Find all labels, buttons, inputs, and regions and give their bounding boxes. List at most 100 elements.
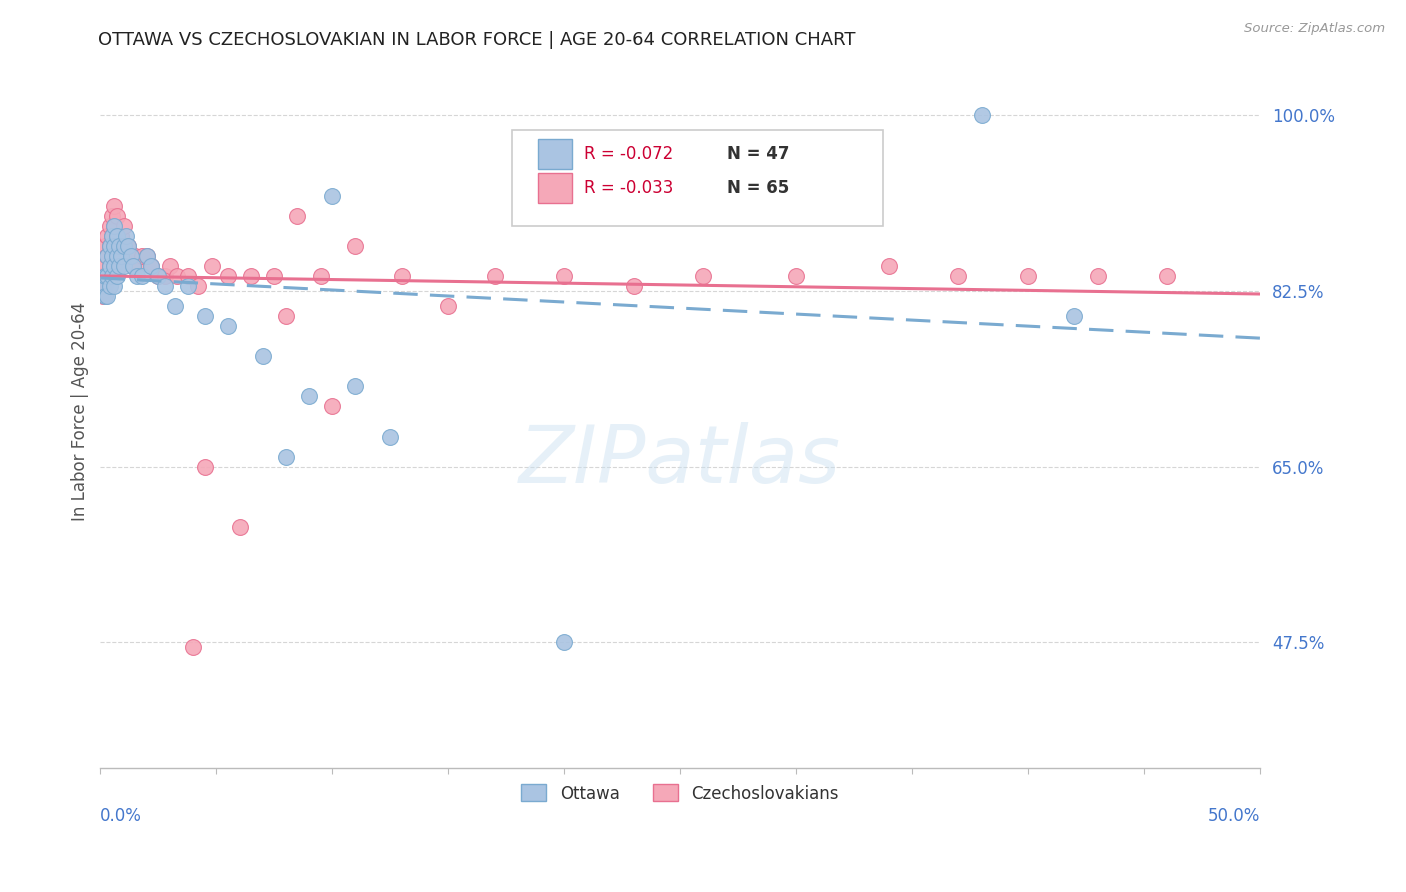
Point (263, 268, 285, 283)
Point (217, 268, 239, 283)
Point (103, 239, 125, 253)
Text: N = 47: N = 47 (727, 145, 789, 163)
Point (108, 239, 131, 253)
Point (117, 239, 139, 253)
Point (101, 228, 124, 243)
Point (148, 268, 170, 283)
Point (108, 259, 131, 273)
Point (96, 249, 118, 263)
Point (163, 299, 186, 313)
Point (96, 268, 118, 283)
Point (94, 268, 117, 283)
Point (155, 279, 177, 293)
Point (98, 259, 121, 273)
Point (91, 268, 114, 283)
FancyBboxPatch shape (537, 139, 572, 169)
Point (98, 219, 121, 233)
Text: N = 65: N = 65 (727, 178, 789, 196)
Point (120, 249, 142, 263)
Point (321, 400, 343, 414)
Point (380, 429, 402, 443)
Point (103, 199, 125, 213)
Point (298, 389, 321, 403)
Point (309, 268, 332, 283)
Point (115, 249, 138, 263)
Legend: Ottawa, Czechoslovakians: Ottawa, Czechoslovakians (515, 778, 845, 809)
Point (112, 239, 135, 253)
Point (287, 209, 309, 223)
Point (1063, 309, 1085, 323)
Point (177, 279, 200, 293)
Point (112, 239, 135, 253)
Point (120, 249, 142, 263)
Point (692, 268, 714, 283)
Point (437, 299, 460, 313)
Point (105, 228, 128, 243)
Point (948, 268, 970, 283)
Point (166, 268, 188, 283)
Text: R = -0.033: R = -0.033 (583, 178, 673, 196)
Point (1087, 268, 1109, 283)
Point (96, 228, 118, 243)
Point (131, 249, 153, 263)
Point (391, 268, 413, 283)
Point (194, 459, 217, 474)
Point (98, 239, 121, 253)
Point (1156, 268, 1178, 283)
Point (94, 289, 117, 303)
Y-axis label: In Labor Force | Age 20-64: In Labor Force | Age 20-64 (72, 301, 89, 521)
Point (553, 635, 575, 649)
Point (217, 319, 239, 334)
Point (135, 249, 157, 263)
Point (135, 249, 157, 263)
Point (274, 450, 297, 464)
Point (553, 268, 575, 283)
Point (344, 379, 367, 393)
Text: OTTAWA VS CZECHOSLOVAKIAN IN LABOR FORCE | AGE 20-64 CORRELATION CHART: OTTAWA VS CZECHOSLOVAKIAN IN LABOR FORCE… (98, 31, 856, 49)
Point (141, 259, 163, 273)
Point (177, 268, 200, 283)
Point (877, 259, 900, 273)
Point (141, 259, 163, 273)
Point (110, 249, 132, 263)
Point (103, 219, 125, 233)
Point (117, 239, 139, 253)
Point (110, 228, 132, 243)
Point (108, 259, 131, 273)
Point (181, 640, 204, 655)
Point (98, 239, 121, 253)
Point (155, 268, 177, 283)
FancyBboxPatch shape (537, 173, 572, 202)
Point (94, 279, 117, 293)
Point (124, 249, 146, 263)
Point (105, 249, 128, 263)
Point (201, 259, 224, 273)
Point (101, 228, 124, 243)
Point (103, 239, 125, 253)
Text: ZIPatlas: ZIPatlas (519, 422, 841, 500)
Point (148, 268, 170, 283)
Point (96, 289, 118, 303)
Point (115, 228, 138, 243)
Point (96, 268, 118, 283)
Point (110, 249, 132, 263)
Point (94, 239, 117, 253)
Point (131, 268, 153, 283)
Point (98, 259, 121, 273)
Point (108, 239, 131, 253)
Point (623, 279, 645, 293)
Point (98, 279, 121, 293)
Point (103, 219, 125, 233)
Point (970, 108, 993, 122)
Point (187, 279, 209, 293)
Point (103, 259, 125, 273)
Point (127, 268, 149, 283)
Text: 0.0%: 0.0% (100, 807, 142, 825)
Point (101, 209, 124, 223)
Point (159, 259, 181, 273)
Text: R = -0.072: R = -0.072 (583, 145, 673, 163)
Point (105, 228, 128, 243)
Point (121, 259, 143, 273)
Point (252, 349, 274, 363)
Point (127, 259, 149, 273)
